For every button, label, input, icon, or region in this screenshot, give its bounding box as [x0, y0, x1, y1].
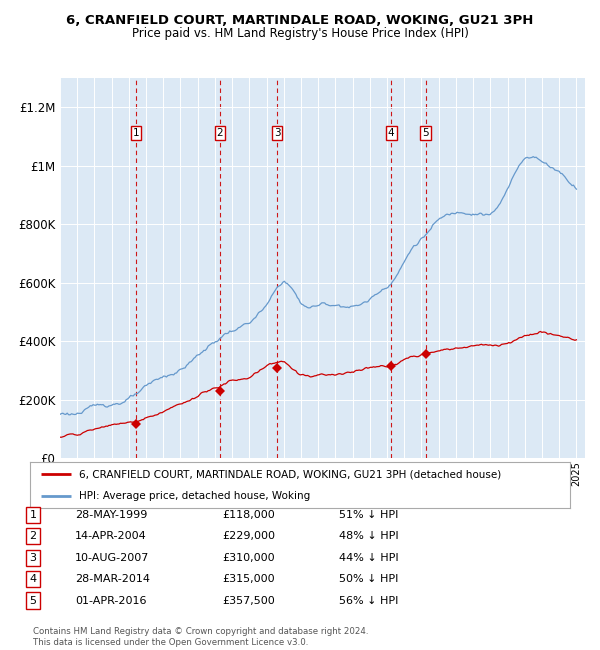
Text: £357,500: £357,500 — [222, 595, 275, 606]
Text: 2: 2 — [29, 531, 37, 541]
Text: 28-MAY-1999: 28-MAY-1999 — [75, 510, 148, 520]
Text: 10-AUG-2007: 10-AUG-2007 — [75, 552, 149, 563]
Text: £229,000: £229,000 — [222, 531, 275, 541]
Text: 51% ↓ HPI: 51% ↓ HPI — [339, 510, 398, 520]
Text: 01-APR-2016: 01-APR-2016 — [75, 595, 146, 606]
Text: 5: 5 — [422, 128, 429, 138]
Text: 6, CRANFIELD COURT, MARTINDALE ROAD, WOKING, GU21 3PH (detached house): 6, CRANFIELD COURT, MARTINDALE ROAD, WOK… — [79, 469, 501, 479]
Text: 2: 2 — [217, 128, 223, 138]
Text: Price paid vs. HM Land Registry's House Price Index (HPI): Price paid vs. HM Land Registry's House … — [131, 27, 469, 40]
Text: 14-APR-2004: 14-APR-2004 — [75, 531, 147, 541]
Text: HPI: Average price, detached house, Woking: HPI: Average price, detached house, Woki… — [79, 491, 310, 500]
Text: 3: 3 — [274, 128, 280, 138]
Text: 3: 3 — [29, 552, 37, 563]
Text: 1: 1 — [29, 510, 37, 520]
Text: 48% ↓ HPI: 48% ↓ HPI — [339, 531, 398, 541]
Text: 1: 1 — [133, 128, 139, 138]
Text: 6, CRANFIELD COURT, MARTINDALE ROAD, WOKING, GU21 3PH: 6, CRANFIELD COURT, MARTINDALE ROAD, WOK… — [67, 14, 533, 27]
Text: 4: 4 — [29, 574, 37, 584]
Text: 5: 5 — [29, 595, 37, 606]
Text: £310,000: £310,000 — [222, 552, 275, 563]
Text: 4: 4 — [388, 128, 394, 138]
Text: 56% ↓ HPI: 56% ↓ HPI — [339, 595, 398, 606]
Text: 28-MAR-2014: 28-MAR-2014 — [75, 574, 150, 584]
Text: £315,000: £315,000 — [222, 574, 275, 584]
Text: £118,000: £118,000 — [222, 510, 275, 520]
Text: 44% ↓ HPI: 44% ↓ HPI — [339, 552, 398, 563]
Text: 50% ↓ HPI: 50% ↓ HPI — [339, 574, 398, 584]
Text: Contains HM Land Registry data © Crown copyright and database right 2024.
This d: Contains HM Land Registry data © Crown c… — [33, 627, 368, 647]
